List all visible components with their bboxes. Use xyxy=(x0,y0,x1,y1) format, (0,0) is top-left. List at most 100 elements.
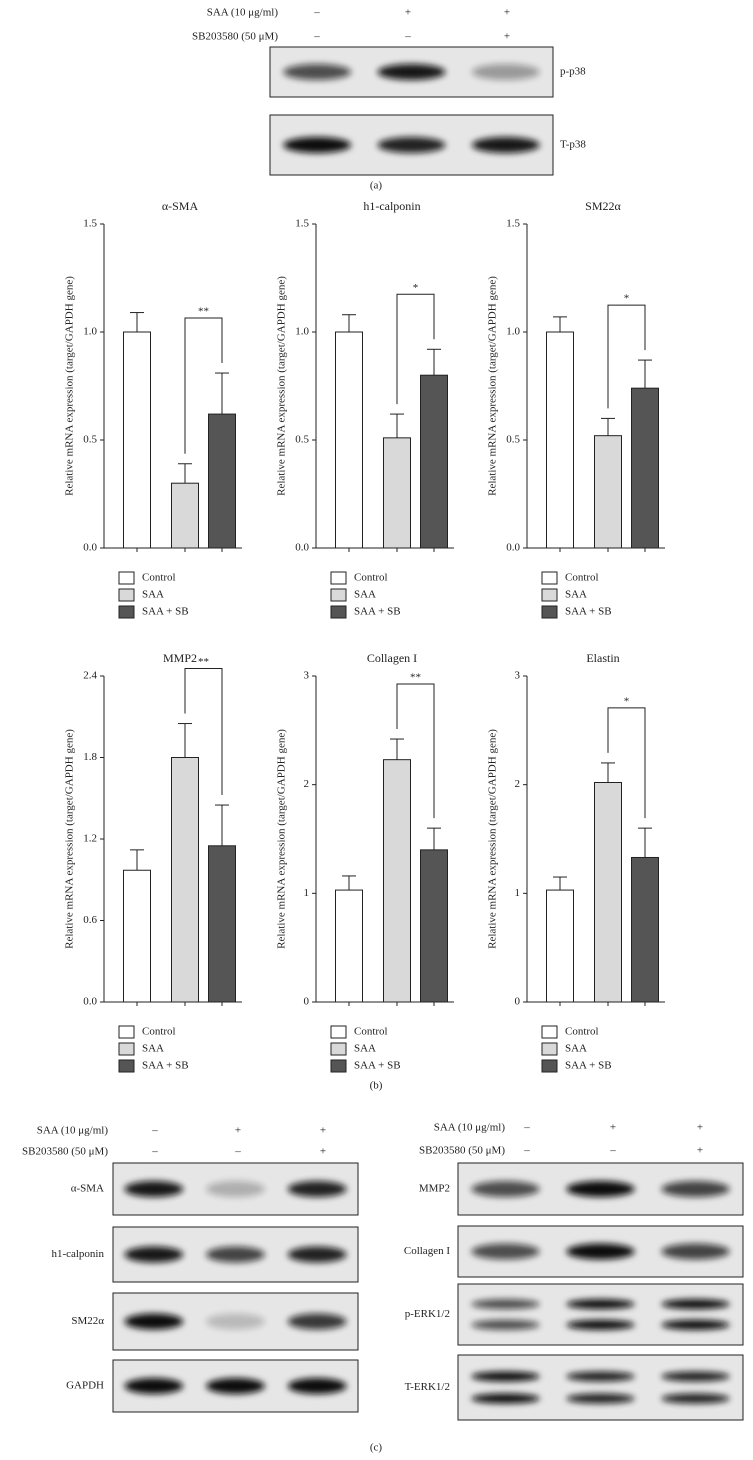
blot-band xyxy=(206,1378,265,1394)
blot-band xyxy=(471,1299,540,1310)
error-bar xyxy=(342,875,356,891)
blot-band xyxy=(124,1378,184,1394)
condition-sign: – xyxy=(313,31,320,43)
error-bar xyxy=(215,372,229,415)
legend-label: SAA + SB xyxy=(354,606,401,618)
significance-bracket xyxy=(396,293,435,405)
bar xyxy=(208,413,236,549)
blot-band xyxy=(471,1371,540,1382)
y-tick-label: 3 xyxy=(515,670,521,682)
legend-swatch xyxy=(541,588,558,602)
blot-band xyxy=(471,1393,540,1404)
y-axis-label: Relative mRNA expression (target/GAPDH g… xyxy=(276,729,288,949)
chart-title: MMP2 xyxy=(163,651,197,665)
condition-sign: – xyxy=(609,1145,616,1157)
legend-swatch xyxy=(541,571,558,585)
legend-label: SAA xyxy=(142,1043,164,1055)
error-bar xyxy=(390,413,404,438)
legend-label: SAA xyxy=(565,1043,587,1055)
bar xyxy=(631,387,659,549)
y-tick-label: 1 xyxy=(304,887,310,899)
condition-sign: + xyxy=(405,7,411,19)
significance-bracket xyxy=(184,317,223,454)
significance-bracket xyxy=(607,304,646,409)
y-tick-label: 1.0 xyxy=(83,326,97,338)
blot-band xyxy=(377,137,446,153)
y-tick-label: 1.8 xyxy=(83,751,97,763)
condition-sign: + xyxy=(504,7,510,19)
bar xyxy=(420,374,448,549)
error-bar xyxy=(427,827,441,850)
error-bar xyxy=(638,827,652,858)
condition-label: SAA (10 μg/ml) xyxy=(37,1125,109,1137)
blot-band xyxy=(377,64,446,80)
significance-bracket xyxy=(607,707,646,819)
y-tick-label: 3 xyxy=(304,670,310,682)
y-axis-label: Relative mRNA expression (target/GAPDH g… xyxy=(487,276,499,496)
legend-swatch xyxy=(330,571,347,585)
significance-label: * xyxy=(624,695,630,707)
bar xyxy=(123,869,151,1003)
y-axis-label: Relative mRNA expression (target/GAPDH g… xyxy=(276,276,288,496)
error-bar xyxy=(553,876,567,891)
bar xyxy=(335,331,363,549)
y-tick-label: 2.4 xyxy=(83,670,97,682)
legend-swatch xyxy=(118,605,135,619)
legend-label: SAA xyxy=(565,589,587,601)
protein-label: T-p38 xyxy=(560,139,586,151)
y-tick-label: 0.0 xyxy=(83,996,97,1008)
legend-swatch xyxy=(118,588,135,602)
legend-label: SAA + SB xyxy=(565,1060,612,1072)
blot-band xyxy=(566,1181,635,1197)
bar xyxy=(171,482,199,549)
bar xyxy=(123,331,151,549)
protein-label: SM22α xyxy=(71,1315,104,1327)
blot-band xyxy=(206,1181,265,1197)
blot-band xyxy=(566,1243,635,1260)
legend-label: Control xyxy=(565,1026,599,1038)
condition-sign: – xyxy=(523,1122,530,1134)
y-tick-label: 1 xyxy=(515,887,521,899)
chart-title: h1-calponin xyxy=(363,199,420,213)
error-bar xyxy=(553,316,567,332)
error-bar xyxy=(130,849,144,871)
blot-band xyxy=(283,64,352,80)
bar xyxy=(631,856,659,1003)
bar xyxy=(420,849,448,1003)
significance-label: ** xyxy=(198,306,209,318)
blot-band xyxy=(124,1246,184,1263)
condition-sign: + xyxy=(697,1145,703,1157)
y-tick-label: 1.5 xyxy=(83,218,97,230)
error-bar xyxy=(342,314,356,332)
bar xyxy=(335,889,363,1003)
error-bar xyxy=(178,723,192,758)
y-tick-label: 0.0 xyxy=(83,542,97,554)
blot-band xyxy=(471,1181,540,1197)
protein-label: Collagen I xyxy=(404,1245,450,1257)
condition-sign: + xyxy=(697,1122,703,1134)
blot-band xyxy=(124,1313,184,1330)
y-tick-label: 0.5 xyxy=(83,434,97,446)
blot-band xyxy=(471,137,540,153)
legend-label: Control xyxy=(565,572,599,584)
legend-label: SAA xyxy=(142,589,164,601)
y-tick-label: 0 xyxy=(515,996,521,1008)
condition-sign: – xyxy=(151,1146,158,1158)
blot-band xyxy=(287,1246,347,1263)
significance-bracket xyxy=(396,683,435,819)
legend-swatch xyxy=(541,1025,558,1039)
chart-title: α-SMA xyxy=(162,199,199,213)
protein-label: p-p38 xyxy=(560,66,586,78)
blot-band xyxy=(206,1313,265,1330)
legend-swatch xyxy=(118,1042,135,1056)
protein-label: p-ERK1/2 xyxy=(405,1308,450,1320)
bar xyxy=(208,845,236,1003)
panel-label: (a) xyxy=(370,180,383,192)
significance-label: * xyxy=(624,293,630,305)
bar xyxy=(546,331,574,549)
condition-sign: – xyxy=(234,1146,241,1158)
blot-box xyxy=(457,1283,744,1346)
y-tick-label: 1.5 xyxy=(295,218,309,230)
y-tick-label: 1.0 xyxy=(295,326,309,338)
